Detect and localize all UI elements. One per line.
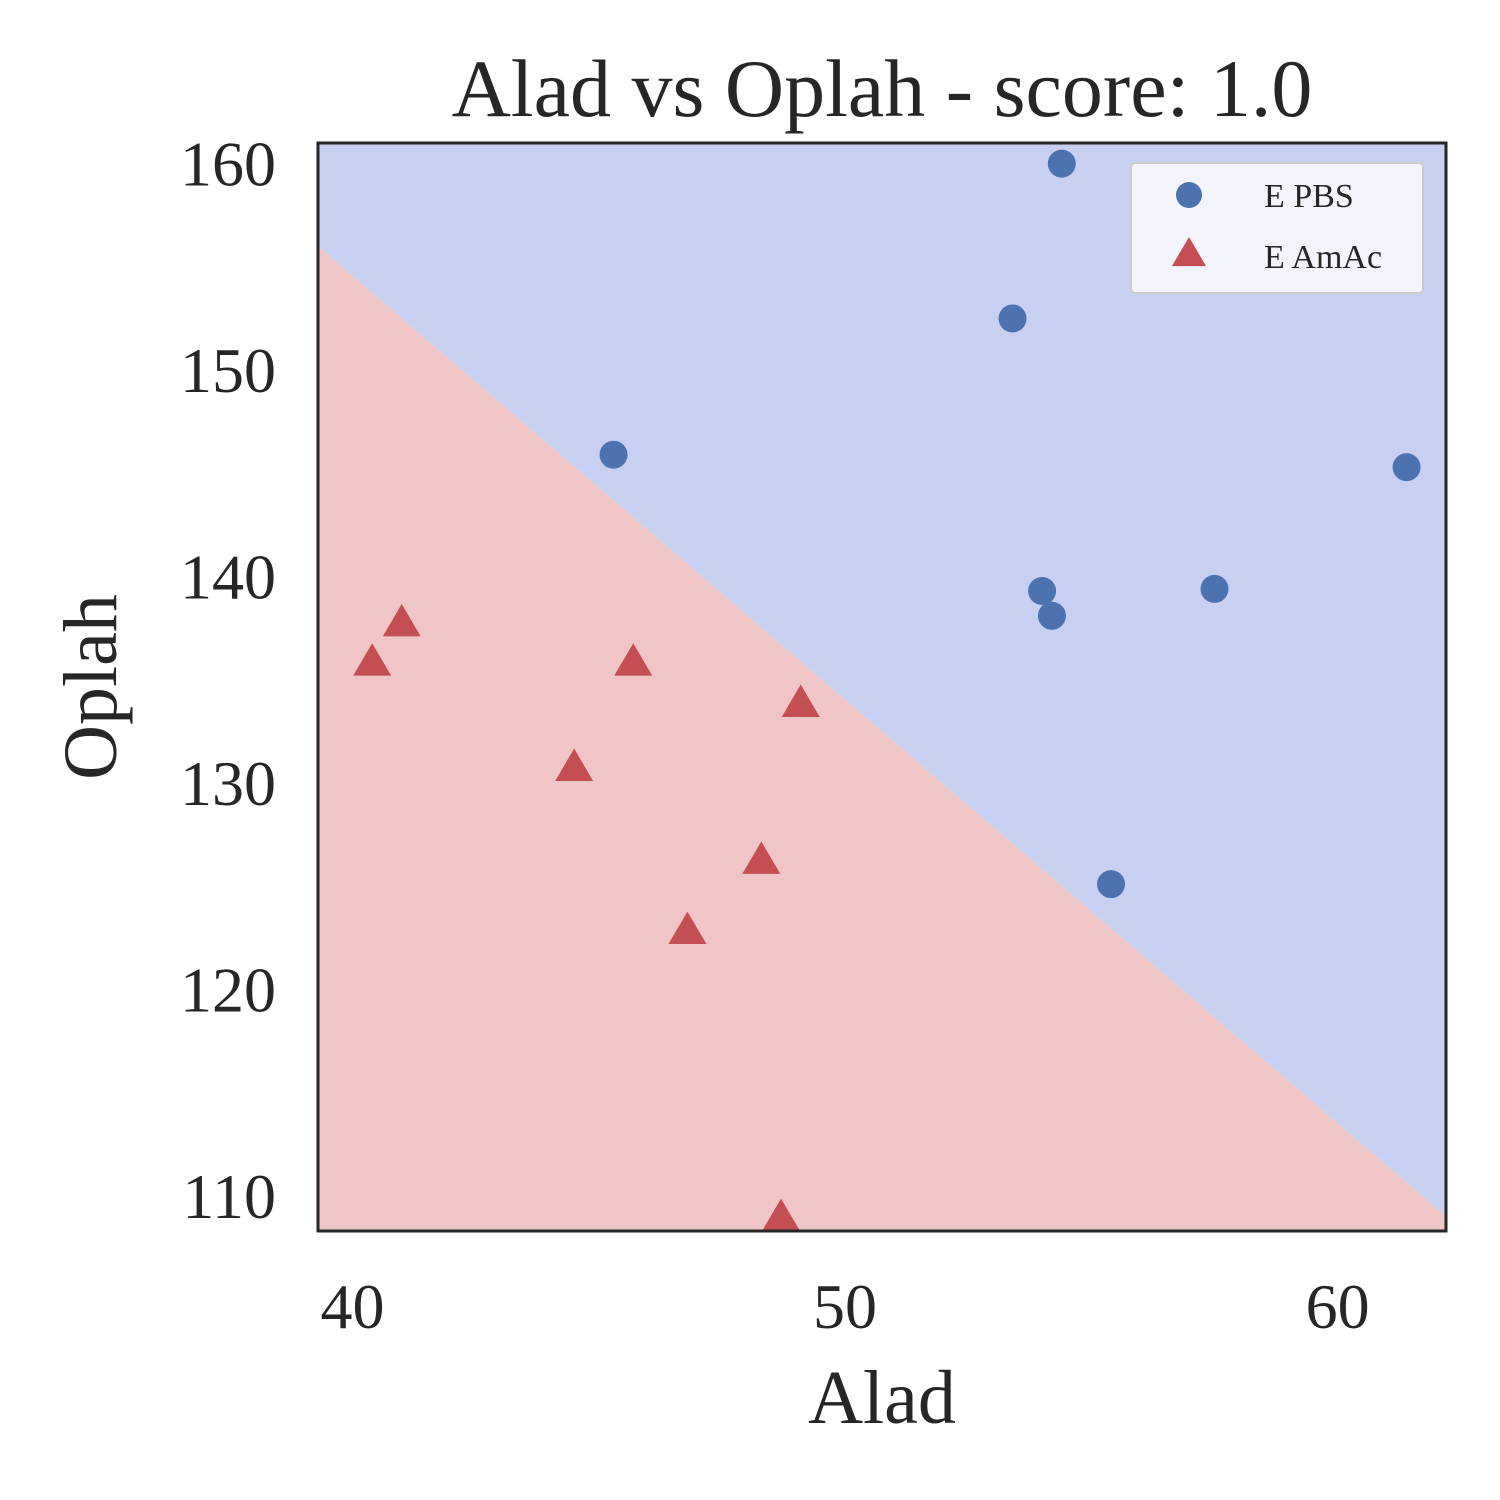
y-tick-label: 120 bbox=[180, 954, 276, 1025]
y-tick-label: 140 bbox=[180, 542, 276, 613]
point-e-pbs-8 bbox=[1097, 870, 1126, 899]
decision-region-lower bbox=[318, 246, 1446, 1231]
point-e-amac-8 bbox=[762, 1198, 801, 1232]
y-tick-label: 110 bbox=[182, 1161, 276, 1232]
legend-marker bbox=[1171, 237, 1207, 267]
y-axis-label: Oplah bbox=[49, 594, 133, 780]
x-tick-label: 50 bbox=[813, 1271, 877, 1342]
point-e-pbs-2 bbox=[998, 304, 1027, 333]
x-axis-ticks: 40 50 60 bbox=[320, 1271, 1369, 1342]
point-e-amac-7 bbox=[668, 911, 707, 945]
legend-label: E PBS bbox=[1264, 178, 1354, 215]
legend: E PBS E AmAc bbox=[1130, 162, 1424, 294]
point-e-amac-5 bbox=[555, 748, 594, 781]
y-axis-ticks: 110 120 130 140 150 160 bbox=[180, 129, 276, 1232]
point-e-amac-6 bbox=[742, 841, 781, 874]
point-e-pbs-3 bbox=[599, 440, 628, 469]
legend-marker bbox=[1176, 182, 1202, 208]
point-e-pbs-7 bbox=[1200, 574, 1229, 603]
point-e-amac-3 bbox=[614, 643, 653, 676]
legend-entries: E PBS E AmAc bbox=[1171, 178, 1382, 276]
point-e-pbs-1 bbox=[1047, 149, 1076, 178]
point-e-pbs-6 bbox=[1037, 601, 1066, 630]
x-tick-label: 60 bbox=[1306, 1271, 1370, 1342]
y-tick-label: 160 bbox=[180, 129, 276, 200]
decision-region-upper bbox=[318, 143, 1446, 1217]
chart-title: Alad vs Oplah - score: 1.0 bbox=[452, 43, 1313, 134]
legend-entry-e-amac: E AmAc bbox=[1171, 237, 1382, 276]
data-points bbox=[353, 149, 1421, 1232]
plot-frame bbox=[316, 141, 1448, 1233]
y-tick-label: 150 bbox=[180, 335, 276, 406]
point-e-amac-2 bbox=[382, 604, 421, 637]
plot-area bbox=[316, 141, 1448, 1233]
point-e-pbs-4 bbox=[1392, 453, 1421, 482]
y-tick-label: 130 bbox=[180, 748, 276, 819]
point-e-amac-1 bbox=[353, 643, 392, 676]
legend-label: E AmAc bbox=[1264, 239, 1382, 276]
point-e-pbs-5 bbox=[1028, 577, 1057, 605]
x-axis-label: Alad bbox=[808, 1356, 956, 1440]
legend-box bbox=[1130, 162, 1424, 294]
legend-entry-e-pbs: E PBS bbox=[1176, 178, 1354, 215]
point-e-amac-4 bbox=[781, 684, 820, 717]
x-tick-label: 40 bbox=[320, 1271, 384, 1342]
